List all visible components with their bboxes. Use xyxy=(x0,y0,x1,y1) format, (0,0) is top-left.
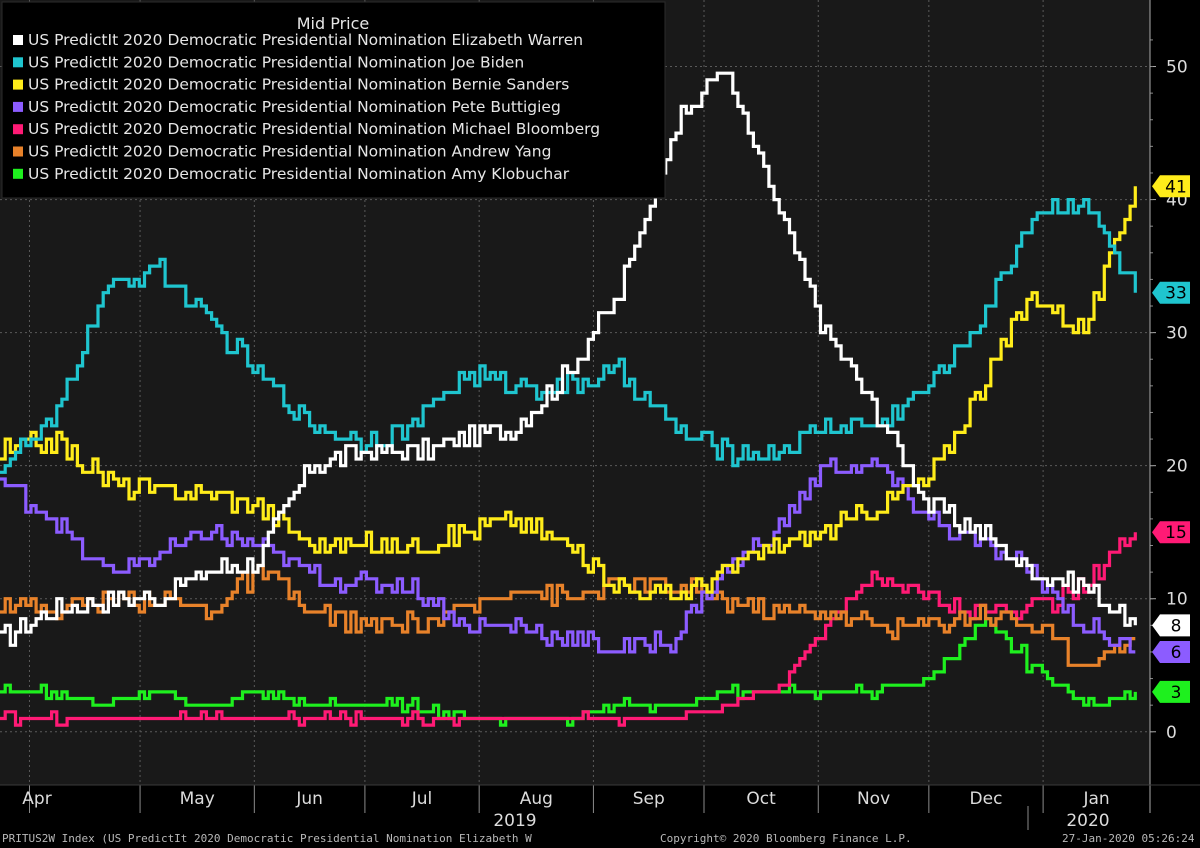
legend-box xyxy=(1,1,666,199)
x-tick-label: Oct xyxy=(746,789,776,809)
legend-swatch xyxy=(13,168,23,179)
last-value-tag xyxy=(1152,175,1190,198)
series-line xyxy=(0,186,1137,601)
y-tick-label: 10 xyxy=(1166,590,1188,610)
legend-swatch xyxy=(13,79,23,90)
x-tick-label: Jul xyxy=(411,789,433,809)
legend-title: Mid Price xyxy=(297,14,370,33)
last-value-tag xyxy=(1152,680,1190,703)
y-tick-label: 30 xyxy=(1166,324,1188,344)
series-line xyxy=(0,71,1137,647)
legend-label: US PredictIt 2020 Democratic Presidentia… xyxy=(28,143,551,161)
legend-label: US PredictIt 2020 Democratic Presidentia… xyxy=(28,120,600,138)
legend-swatch xyxy=(13,101,23,112)
y-tick-label: 20 xyxy=(1166,457,1188,477)
x-tick-label: Jun xyxy=(295,789,323,809)
x-tick-label: Jan xyxy=(1082,789,1109,809)
last-value-label: 15 xyxy=(1165,523,1187,543)
last-value-label: 3 xyxy=(1171,683,1182,703)
last-value-tag xyxy=(1152,521,1190,544)
legend: Mid Price US PredictIt 2020 Democratic P… xyxy=(1,1,666,199)
last-value-marker: 33 xyxy=(1152,281,1190,304)
legend-swatch xyxy=(13,146,23,157)
y-tick-label: 50 xyxy=(1166,58,1188,78)
x-tick-label: Apr xyxy=(22,789,51,809)
legend-swatch xyxy=(13,35,23,45)
x-year-label: 2019 xyxy=(493,811,536,831)
legend-label: US PredictIt 2020 Democratic Presidentia… xyxy=(28,31,583,49)
legend-label: US PredictIt 2020 Democratic Presidentia… xyxy=(28,165,570,183)
footer-copyright: Copyright© 2020 Bloomberg Finance L.P. xyxy=(660,832,912,845)
x-tick-label: Aug xyxy=(520,789,553,809)
last-value-marker: 6 xyxy=(1152,640,1190,663)
x-tick-label: May xyxy=(180,789,215,809)
footer-ticker: PRITUS2W Index (US PredictIt 2020 Democr… xyxy=(2,832,532,845)
last-value-label: 6 xyxy=(1171,643,1182,663)
series-lines xyxy=(0,71,1137,727)
footer-timestamp: 27-Jan-2020 05:26:24 xyxy=(1062,832,1195,845)
legend-swatch xyxy=(13,57,23,68)
series-line xyxy=(0,563,1136,667)
last-value-marker: 15 xyxy=(1152,521,1190,544)
x-tick-label: Nov xyxy=(857,789,890,809)
footer: PRITUS2W Index (US PredictIt 2020 Democr… xyxy=(0,828,1200,848)
legend-label: US PredictIt 2020 Democratic Presidentia… xyxy=(28,98,561,116)
last-value-markers: 8 33 41 6 15 3 xyxy=(1152,175,1190,703)
legend-swatch xyxy=(13,124,23,135)
last-value-tag xyxy=(1152,614,1190,637)
last-value-label: 33 xyxy=(1165,284,1187,304)
y-tick-label: 0 xyxy=(1166,723,1177,743)
legend-label: US PredictIt 2020 Democratic Presidentia… xyxy=(28,53,524,71)
last-value-marker: 3 xyxy=(1152,680,1190,703)
last-value-tag xyxy=(1152,281,1190,304)
legend-label: US PredictIt 2020 Democratic Presidentia… xyxy=(28,76,569,94)
x-year-label: 2020 xyxy=(1066,811,1109,831)
x-tick-label: Dec xyxy=(970,789,1003,809)
series-line xyxy=(0,457,1136,654)
last-value-label: 41 xyxy=(1165,177,1187,197)
last-value-label: 8 xyxy=(1171,616,1182,636)
x-tick-label: Sep xyxy=(633,789,665,809)
last-value-marker: 41 xyxy=(1152,175,1190,198)
last-value-marker: 8 xyxy=(1152,614,1190,637)
last-value-tag xyxy=(1152,640,1190,663)
